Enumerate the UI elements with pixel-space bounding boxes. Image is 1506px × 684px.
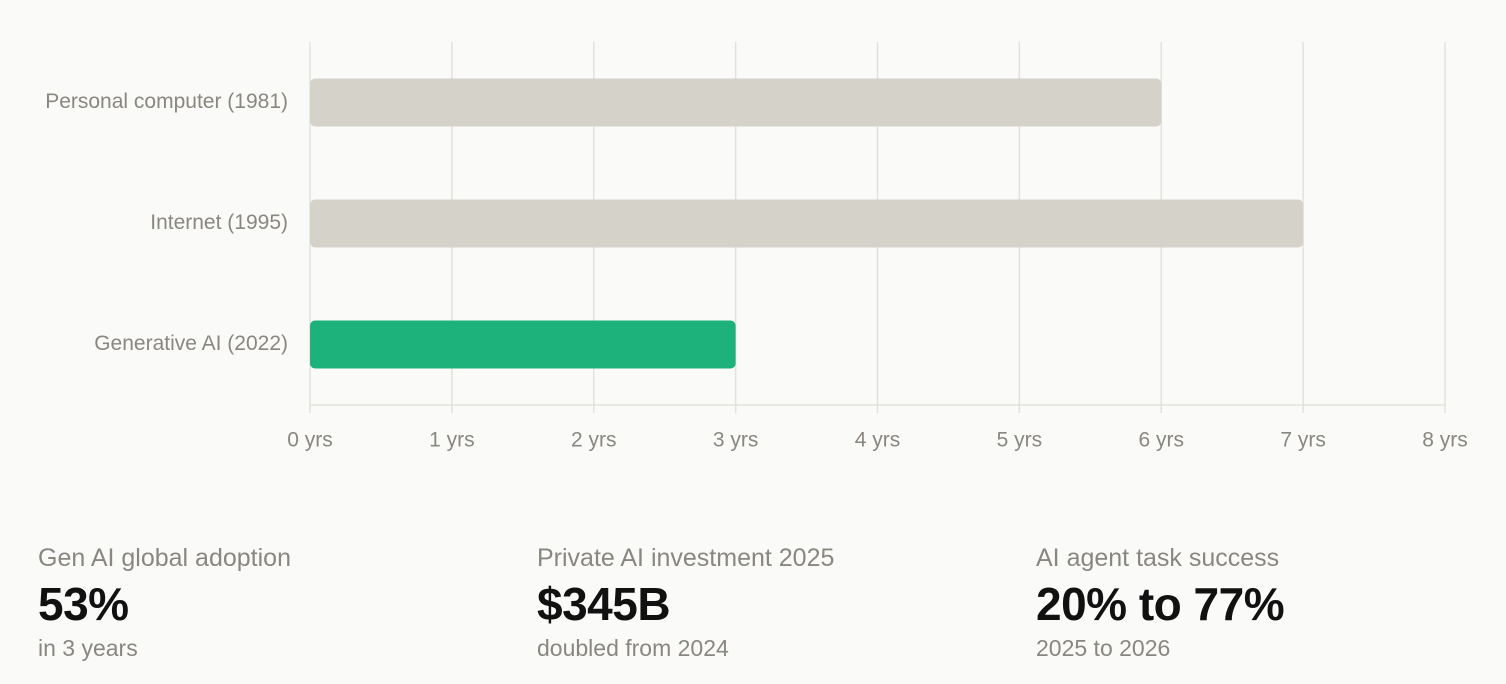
stat-note: doubled from 2024 bbox=[537, 635, 729, 661]
chart: 0 yrs 1 yrs 2 yrs 3 yrs 4 yrs 5 yrs 6 yrs 7 yrs… bbox=[45, 42, 1468, 452]
stat-label: Private AI investment 2025 bbox=[537, 544, 835, 572]
x-tick-label: 5 yrs bbox=[997, 429, 1043, 452]
stat-card: Gen AI global adoption 53% in 3 years bbox=[38, 540, 498, 664]
x-tick-label: 4 yrs bbox=[855, 429, 901, 452]
bar bbox=[310, 320, 736, 369]
stat-value: 20% to 77% bbox=[1036, 578, 1285, 630]
bar bbox=[310, 78, 1162, 127]
stat-label: Gen AI global adoption bbox=[38, 544, 291, 572]
x-tick-label: 0 yrs bbox=[287, 429, 333, 452]
stat-note: in 3 years bbox=[38, 635, 138, 661]
bar bbox=[310, 199, 1304, 248]
y-tick-label: Personal computer (1981) bbox=[45, 90, 288, 113]
x-tick-label: 3 yrs bbox=[713, 429, 759, 452]
stat-card: Private AI investment 2025 $345B doubled f… bbox=[537, 540, 997, 664]
x-tick-label: 8 yrs bbox=[1422, 429, 1468, 452]
stat-value: 53% bbox=[38, 578, 129, 630]
stat-label: AI agent task success bbox=[1036, 544, 1280, 572]
stat-note: 2025 to 2026 bbox=[1036, 635, 1171, 661]
x-tick-label: 6 yrs bbox=[1138, 429, 1184, 452]
x-tick-label: 1 yrs bbox=[429, 429, 475, 452]
y-tick-label: Generative AI (2022) bbox=[94, 332, 288, 355]
stat-card: AI agent task success 20% to 77% 2025 to 2… bbox=[1036, 540, 1496, 664]
x-tick-label: 7 yrs bbox=[1280, 429, 1326, 452]
y-tick-label: Internet (1995) bbox=[150, 211, 288, 234]
stat-value: $345B bbox=[537, 578, 671, 630]
x-tick-label: 2 yrs bbox=[571, 429, 617, 452]
